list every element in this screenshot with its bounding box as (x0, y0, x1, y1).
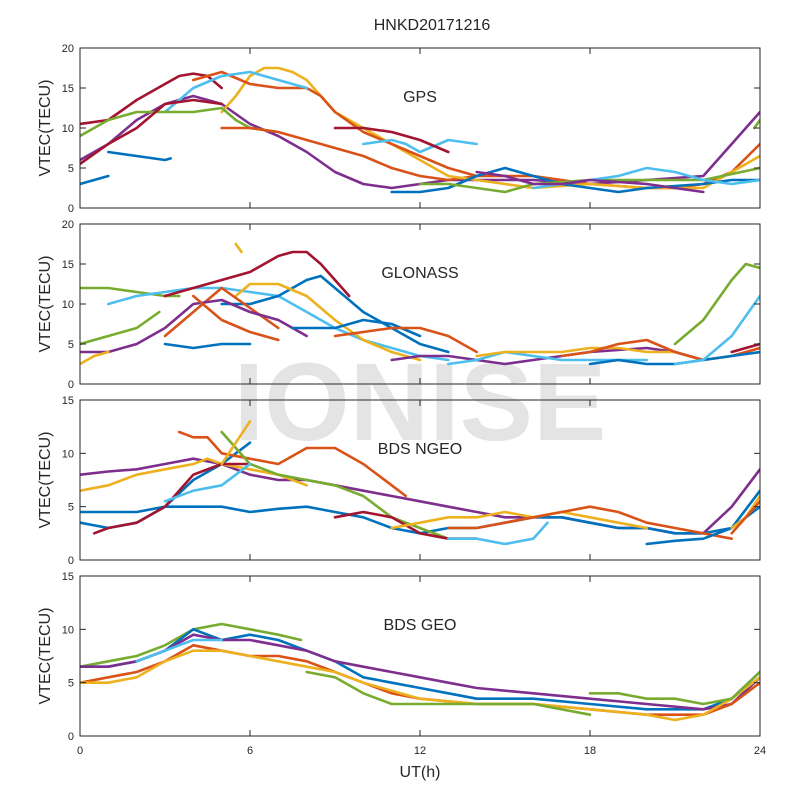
series-line-7 (80, 298, 308, 354)
series-line-21 (730, 342, 760, 354)
y-tick-label: 10 (62, 448, 74, 460)
x-tick-label: 0 (77, 745, 83, 757)
series-line-11 (362, 138, 478, 154)
y-tick-label: 15 (62, 83, 74, 95)
series-line-8 (163, 462, 252, 503)
series-group (80, 242, 760, 366)
series-line-19 (673, 262, 760, 346)
y-tick-label: 20 (62, 43, 74, 55)
y-tick-label: 10 (62, 624, 74, 636)
y-tick-label: 5 (68, 678, 74, 690)
y-tick-label: 15 (62, 571, 74, 583)
series-line-12 (390, 510, 648, 530)
x-tick-label: 6 (247, 745, 253, 757)
series-line-6 (177, 430, 408, 498)
series-line-14 (645, 489, 760, 546)
y-tick-label: 15 (62, 259, 74, 271)
y-axis-label: VTEC(TECU) (37, 608, 54, 705)
y-tick-label: 20 (62, 219, 74, 231)
series-line-16 (475, 346, 677, 358)
series-line-18 (588, 350, 760, 366)
series-line-1 (80, 94, 760, 190)
series-line-7 (220, 430, 478, 540)
y-tick-label: 5 (68, 163, 74, 175)
series-line-13 (447, 505, 733, 540)
series-line-8 (135, 638, 223, 663)
y-tick-label: 5 (68, 502, 74, 514)
series-line-18 (753, 118, 760, 130)
panel-1: 0 5 10 15 20 VTEC(TECU) GPS (37, 43, 761, 215)
y-tick-label: 10 (62, 123, 74, 135)
series-line-16 (730, 500, 760, 535)
series-group (80, 622, 760, 722)
y-tick-label: 0 (68, 555, 74, 567)
y-axis-label: VTEC(TECU) (37, 80, 54, 177)
series-line-13 (333, 326, 478, 354)
series-group (80, 420, 760, 546)
series-line-9 (220, 420, 252, 466)
y-axis-label: VTEC(TECU) (37, 432, 54, 529)
series-line-13 (447, 154, 760, 190)
series-line-2 (80, 457, 308, 492)
y-tick-label: 0 (68, 379, 74, 391)
y-tick-label: 15 (62, 395, 74, 407)
series-line-11 (192, 294, 280, 342)
series-line-3 (163, 250, 351, 298)
series-line-5 (163, 70, 308, 114)
y-tick-label: 0 (68, 731, 74, 743)
y-tick-label: 5 (68, 339, 74, 351)
x-axis-label: UT(h) (400, 764, 441, 781)
series-line-7 (588, 670, 760, 706)
series-line-14 (390, 346, 705, 366)
series-line-5 (234, 282, 422, 362)
series-line-7 (80, 174, 110, 186)
x-tick-label: 18 (584, 745, 596, 757)
series-line-6 (80, 106, 280, 138)
series-line-20 (673, 294, 760, 366)
series-line-3 (80, 633, 760, 711)
series-line-10 (163, 342, 252, 350)
y-tick-label: 10 (62, 299, 74, 311)
series-line-12 (333, 126, 450, 154)
series-line-8 (80, 350, 110, 366)
series-line-4 (220, 274, 450, 354)
x-tick-label: 12 (414, 745, 426, 757)
panel-3: 0 5 10 15 VTEC(TECU) BDS NGEO (37, 395, 761, 567)
panel-annotation: BDS NGEO (378, 441, 462, 458)
x-tick-label: 24 (754, 745, 766, 757)
series-line-22 (234, 242, 243, 254)
panel-annotation: BDS GEO (384, 617, 457, 634)
series-group (80, 66, 760, 194)
series-line-4 (192, 70, 478, 178)
series-line-5 (80, 649, 760, 722)
panel-2: 0 5 10 15 20 VTEC(TECU) GLONASS (37, 219, 761, 391)
panel-4: 0 6 12 18 24 0 5 10 15 VTEC(TECU) BDS GEO (37, 571, 766, 757)
y-axis-label: VTEC(TECU) (37, 256, 54, 353)
panel-annotation: GPS (403, 89, 437, 106)
series-line-2 (80, 628, 760, 711)
figure-title: HNKD20171216 (374, 17, 491, 34)
panels: 0 5 10 15 20 VTEC(TECU) GPS 0 5 10 15 20 VTEC(TECU) G… (37, 43, 766, 757)
series-line-11 (447, 521, 549, 546)
series-line-9 (80, 98, 223, 166)
series-line-17 (475, 170, 705, 194)
y-tick-label: 0 (68, 203, 74, 215)
series-line-6 (305, 670, 592, 716)
series-line-8 (107, 150, 172, 162)
series-line-9 (80, 310, 161, 346)
panel-annotation: GLONASS (381, 265, 458, 282)
